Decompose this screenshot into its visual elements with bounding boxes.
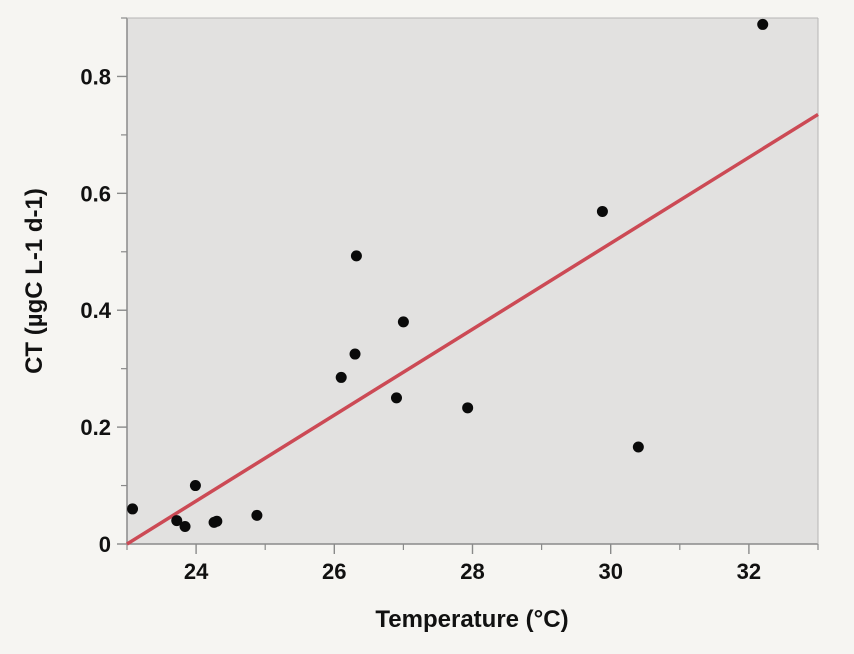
data-point (179, 520, 191, 532)
data-point (349, 348, 361, 360)
data-point (462, 402, 474, 414)
y-axis-title: CT (µgC L-1 d-1) (21, 188, 48, 374)
y-tick-label: 0.4 (80, 298, 111, 323)
y-tick-label: 0 (99, 532, 111, 557)
x-axis-title: Temperature (°C) (375, 606, 568, 633)
fit-line-layer (126, 112, 819, 546)
data-point (127, 503, 139, 515)
ticks-layer: 24 26 28 30 32 0 0.2 0.4 0.6 0.8 (80, 17, 819, 584)
data-point (350, 250, 362, 262)
data-point (189, 480, 201, 492)
data-point (596, 205, 608, 217)
data-point (632, 441, 644, 453)
points-layer (127, 18, 769, 532)
data-point (211, 515, 223, 527)
data-point (757, 18, 769, 30)
x-tick-label: 26 (322, 559, 346, 584)
data-point (171, 515, 183, 527)
data-point (335, 371, 347, 383)
fit-line (126, 112, 819, 546)
plot-area (127, 18, 818, 544)
x-tick-label: 32 (737, 559, 761, 584)
data-point (251, 509, 263, 521)
x-tick-label: 28 (460, 559, 484, 584)
data-point (390, 392, 402, 404)
x-tick-label: 24 (184, 559, 209, 584)
y-tick-label: 0.6 (80, 181, 111, 206)
data-point (397, 316, 409, 328)
y-tick-label: 0.2 (80, 415, 111, 440)
y-tick-label: 0.8 (80, 64, 111, 89)
x-tick-label: 30 (598, 559, 622, 584)
